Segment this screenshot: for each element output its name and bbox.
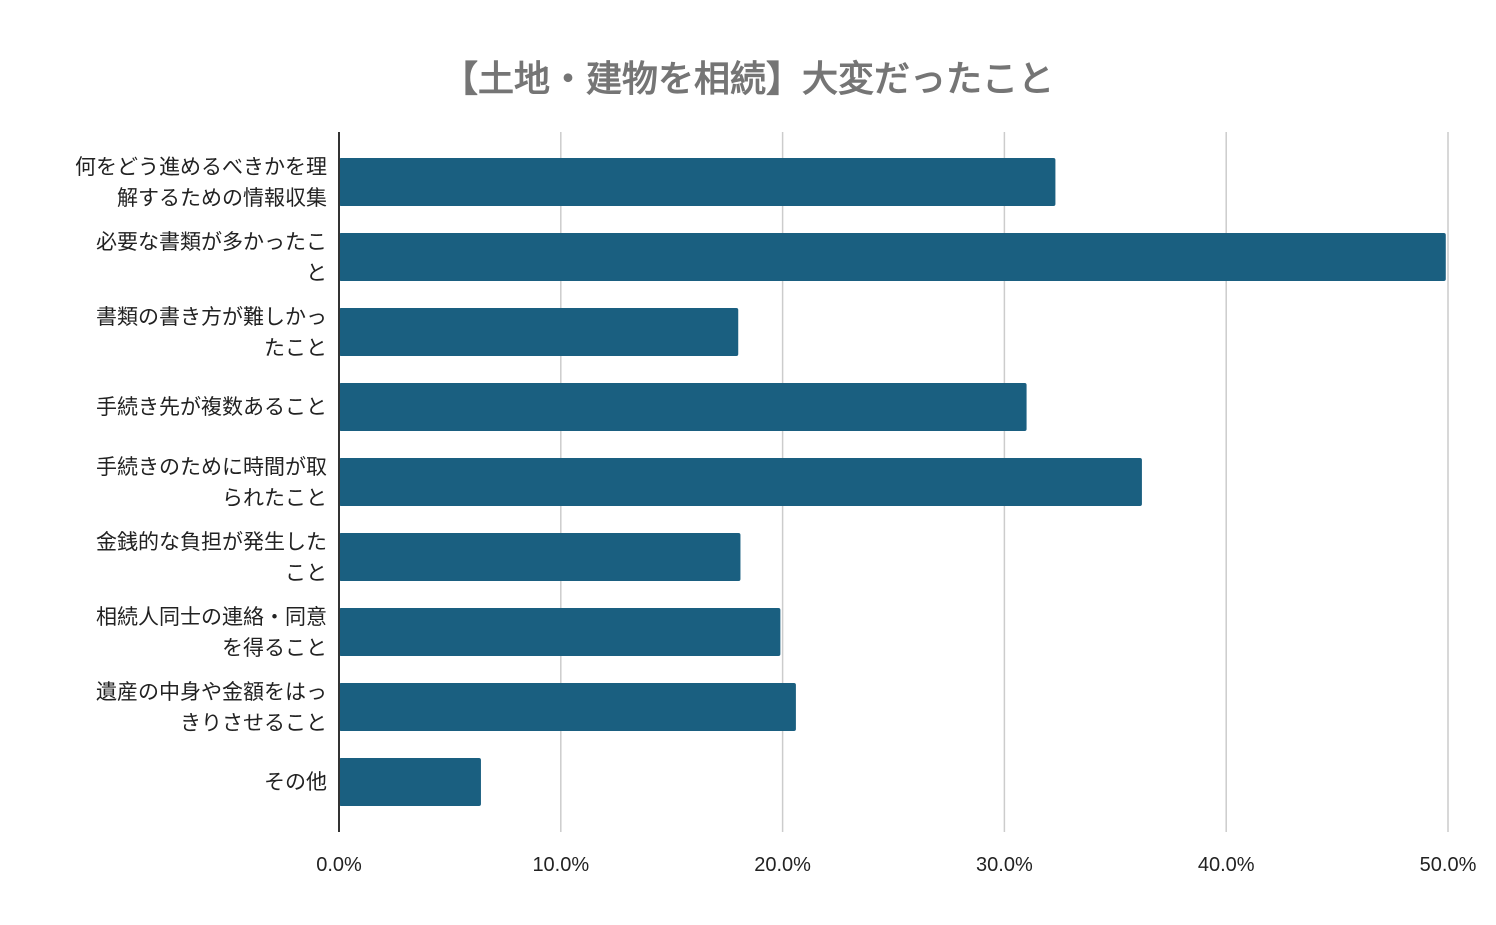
category-label: 手続き先が複数あること <box>96 395 327 419</box>
x-tick-label: 0.0% <box>316 854 362 876</box>
category-label: 何をどう進めるべきかを理 <box>75 155 327 179</box>
x-tick-label: 40.0% <box>1198 854 1255 876</box>
bar <box>339 758 481 806</box>
category-label: 解するための情報収集 <box>117 186 327 210</box>
category-label: と <box>306 261 327 285</box>
bar <box>339 158 1056 206</box>
x-tick-label: 20.0% <box>754 854 811 876</box>
category-label: 相続人同士の連絡・同意 <box>96 605 327 629</box>
category-label: 手続きのために時間が取 <box>96 455 327 479</box>
bar <box>339 683 796 731</box>
category-label: を得ること <box>222 636 327 660</box>
category-label: 書類の書き方が難しかっ <box>96 305 327 329</box>
category-label: その他 <box>264 770 327 794</box>
bar <box>339 383 1027 431</box>
bar <box>339 458 1142 506</box>
category-label: 金銭的な負担が発生した <box>96 530 327 554</box>
bar <box>339 608 781 656</box>
category-label: きりさせること <box>180 711 327 735</box>
chart-title: 【土地・建物を相続】大変だったこと <box>441 59 1054 100</box>
x-tick-label: 10.0% <box>532 854 589 876</box>
x-tick-label: 30.0% <box>976 854 1033 876</box>
category-label: たこと <box>264 336 327 360</box>
category-label: られたこと <box>222 486 327 510</box>
bar <box>339 533 741 581</box>
bar <box>339 308 739 356</box>
category-label: こと <box>285 561 327 585</box>
category-label: 必要な書類が多かったこ <box>96 230 327 254</box>
category-label: 遺産の中身や金額をはっ <box>96 680 327 704</box>
x-tick-label: 50.0% <box>1420 854 1477 876</box>
bar <box>339 233 1446 281</box>
